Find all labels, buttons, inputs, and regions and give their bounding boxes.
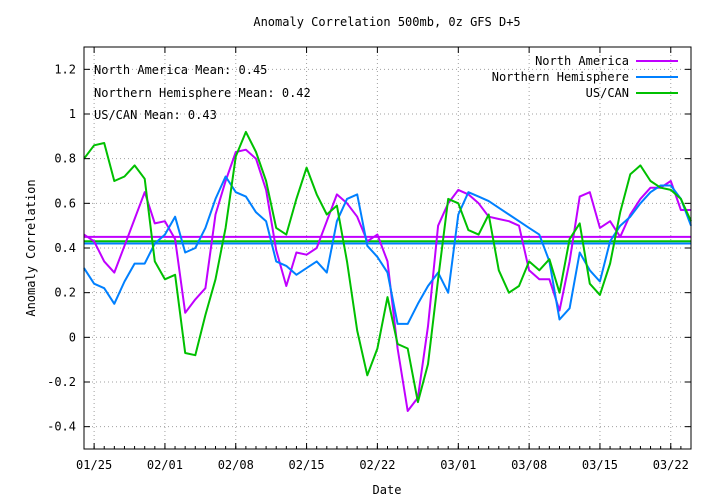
x-tick-label: 01/25 — [76, 458, 112, 472]
mean-lines — [84, 235, 691, 245]
chart-title: Anomaly Correlation 500mb, 0z GFS D+5 — [253, 15, 520, 29]
x-tick-label: 03/01 — [440, 458, 476, 472]
y-tick-labels: -0.4 -0.2 0 0.2 0.4 0.6 0.8 1 1.2 — [47, 62, 76, 433]
y-tick-label: 0.6 — [54, 196, 76, 210]
x-tick-label: 02/15 — [289, 458, 325, 472]
mean-annotations: North America Mean: 0.45 Northern Hemisp… — [94, 63, 311, 122]
x-tick-label: 03/22 — [653, 458, 689, 472]
x-tick-labels: 01/25 02/01 02/08 02/15 02/22 03/01 03/08 03/15… — [76, 458, 689, 472]
series-line-north-america — [83, 148, 691, 412]
y-tick-label: 0.8 — [54, 152, 76, 166]
mean-annotation-north-america: North America Mean: 0.45 — [94, 63, 267, 77]
grid — [84, 47, 691, 449]
x-axis-title: Date — [373, 483, 402, 497]
legend-label-north-america: North America — [535, 54, 629, 68]
y-tick-label: -0.4 — [47, 420, 76, 434]
legend-label-northern-hemisphere: Northern Hemisphere — [492, 70, 629, 84]
y-tick-label: -0.2 — [47, 375, 76, 389]
y-tick-label: 0 — [69, 330, 76, 344]
x-tick-label: 03/08 — [511, 458, 547, 472]
data-series — [83, 130, 692, 412]
legend-label-us-can: US/CAN — [586, 86, 629, 100]
mean-annotation-us-can: US/CAN Mean: 0.43 — [94, 108, 217, 122]
y-axis-title: Anomaly Correlation — [24, 179, 38, 316]
legend: North America Northern Hemisphere US/CAN — [492, 54, 678, 100]
axis-ticks — [83, 47, 692, 449]
y-tick-label: 1 — [69, 107, 76, 121]
x-tick-label: 02/01 — [147, 458, 183, 472]
y-tick-label: 0.2 — [54, 286, 76, 300]
y-tick-label: 0.4 — [54, 241, 76, 255]
x-tick-label: 02/08 — [218, 458, 254, 472]
mean-annotation-northern-hemisphere: Northern Hemisphere Mean: 0.42 — [94, 86, 311, 100]
series-line-northern-hemisphere — [83, 175, 692, 325]
series-line-us-can — [83, 130, 692, 404]
x-tick-label: 02/22 — [359, 458, 395, 472]
y-tick-label: 1.2 — [54, 62, 76, 76]
x-tick-label: 03/15 — [582, 458, 618, 472]
